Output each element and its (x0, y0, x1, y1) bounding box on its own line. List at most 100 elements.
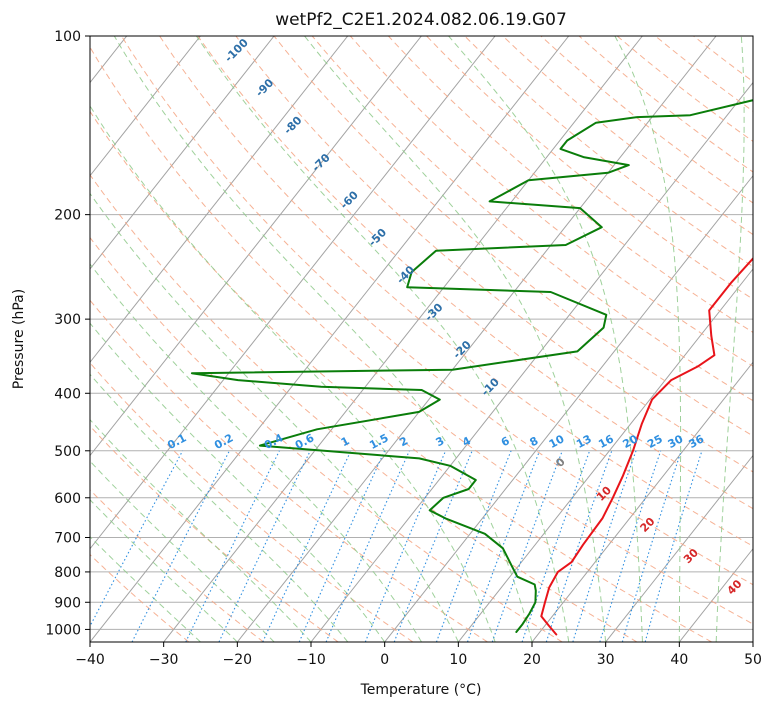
plot-frame (89, 35, 754, 643)
isotherm-line (531, 361, 753, 642)
mixing-ratio-line (521, 450, 591, 642)
y-tick-label: 300 (54, 312, 81, 328)
sounding-series (190, 99, 753, 636)
x-tick-label: −30 (149, 652, 179, 668)
chart-title: wetPf2_C2E1.2024.082.06.19.G07 (275, 10, 567, 30)
adiabat-labels: 0.1 0.2 0.4 0.6 1 1.5 2 3 4 6 8 10 13 16 20 25 30 36-100-… (165, 36, 744, 597)
moist-adiabat-line (90, 460, 275, 642)
y-tick-label: 400 (54, 386, 81, 402)
isotherm-line (236, 36, 717, 642)
moist-adiabats (90, 36, 745, 642)
moist-adiabat-line (90, 373, 349, 642)
dry-adiabat-line (311, 36, 753, 402)
mixing-ratio-label: 2 (397, 434, 410, 449)
dry-adiabat-line (654, 36, 753, 112)
dry-adiabat-line (90, 236, 563, 642)
dry-adiabat-line (90, 174, 638, 642)
mixing-ratio-lines (90, 450, 703, 642)
dry-adiabat-line (388, 36, 753, 333)
mixing-ratio-line (90, 450, 184, 628)
mixing-ratio-line (491, 450, 563, 642)
x-axis-ticks: −40 −30 −20 −10 0 10 20 30 40 50 (75, 642, 762, 668)
isotherm-line (90, 36, 422, 457)
mixing-ratio-label: 0.1 (165, 431, 188, 452)
dry-adiabat-label: -90 (253, 76, 276, 99)
mixing-ratio-label: 13 (574, 432, 594, 451)
dry-adiabat-line (90, 110, 712, 642)
x-tick-label: −40 (75, 652, 105, 668)
mixing-ratio-line (644, 450, 703, 642)
isotherm-line (90, 36, 570, 642)
y-tick-label: 500 (54, 444, 81, 460)
mixing-ratio-label: 1 (339, 434, 352, 449)
dry-adiabat-label: -60 (338, 188, 361, 211)
dry-adiabat-line (235, 36, 753, 473)
y-axis-ticks: 1000 900 800 700 600 500 400 300 200 100 (45, 29, 90, 638)
mixing-ratio-label: 25 (645, 432, 665, 451)
dry-adiabat-line (159, 36, 753, 547)
dewpoint-line (190, 99, 753, 633)
dry-adiabat-line (90, 46, 753, 625)
temperature-line (540, 257, 753, 636)
moist-adiabat-line (304, 36, 607, 642)
mixing-ratio-line (599, 450, 662, 642)
x-tick-label: 50 (744, 652, 762, 668)
dry-adiabat-line (273, 36, 753, 437)
dry-adiabat-label: -10 (479, 375, 502, 398)
y-tick-label: 100 (54, 29, 81, 45)
pressure-gridlines (90, 36, 753, 630)
moist-adiabat-line (715, 36, 745, 642)
x-tick-label: 30 (597, 652, 615, 668)
x-tick-label: 0 (380, 652, 389, 668)
moist-adiabat-label: 40 (725, 577, 745, 597)
mixing-ratio-line (364, 450, 447, 642)
mixing-ratio-line (435, 450, 512, 642)
x-tick-label: 40 (670, 652, 688, 668)
y-axis-label: Pressure (hPa) (11, 289, 27, 389)
dry-adiabat-label: -80 (281, 113, 304, 136)
moist-adiabat-line (195, 36, 570, 642)
dry-adiabat-line (90, 553, 190, 642)
moist-adiabat-line (90, 263, 422, 642)
dry-adiabat-line (426, 36, 753, 300)
isotherm-line (90, 36, 496, 550)
mixing-ratio-line (185, 450, 280, 642)
isotherm-line (90, 36, 201, 177)
mixing-ratio-label: 3 (434, 434, 447, 449)
y-tick-label: 700 (54, 531, 81, 547)
y-tick-label: 800 (54, 565, 81, 581)
isotherm-line (457, 268, 753, 642)
x-axis-label: Temperature (°C) (360, 682, 482, 698)
mixing-ratio-label: 16 (596, 432, 616, 451)
mixing-ratio-label: 20 (621, 432, 641, 451)
dry-adiabat-label: -30 (422, 300, 445, 323)
dry-adiabat-line (464, 36, 753, 268)
moist-adiabat-label: 20 (638, 515, 658, 535)
moist-adiabat-line (90, 105, 496, 642)
moist-adiabat-line (90, 192, 459, 642)
mixing-ratio-label: 10 (547, 432, 567, 451)
moist-adiabat-line (90, 418, 312, 642)
isotherm-line (384, 174, 753, 642)
dry-adiabat-label: -40 (394, 263, 417, 286)
x-tick-label: −20 (223, 652, 253, 668)
dry-adiabat-line (121, 36, 753, 586)
isotherm-line (310, 81, 753, 642)
dry-adiabat-line (90, 362, 414, 642)
dry-adiabat-line (90, 425, 339, 642)
moist-adiabat-label: 30 (681, 546, 701, 566)
y-tick-label: 1000 (45, 622, 81, 638)
isotherms (90, 36, 753, 642)
y-tick-label: 600 (54, 491, 81, 507)
moist-adiabat-line (448, 36, 643, 642)
moist-adiabat-label: 0 (553, 455, 568, 470)
moist-adiabat-line (614, 36, 682, 642)
isotherm-line (90, 36, 275, 270)
dry-adiabat-label: -50 (366, 226, 389, 249)
mixing-ratio-line (393, 450, 473, 642)
dry-adiabat-line (540, 36, 753, 204)
mixing-ratio-label: 30 (666, 432, 686, 451)
isotherm-line (163, 36, 643, 642)
mixing-ratio-line (262, 450, 352, 642)
